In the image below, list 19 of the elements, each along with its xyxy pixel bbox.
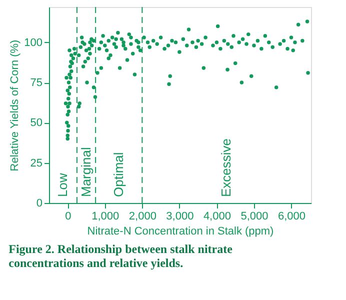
- annotation: Marginal: [78, 147, 94, 197]
- x-tick-label: 2,000: [128, 210, 156, 222]
- y-tick-label: 50: [30, 117, 42, 130]
- y-axis-title: Relative Yields of Corn (%): [9, 40, 22, 172]
- y-tick-label: 0: [36, 198, 42, 210]
- y-tick-label: 100: [24, 36, 42, 49]
- x-tick-label: 5,000: [240, 210, 268, 222]
- y-tick-label: 25: [30, 157, 42, 170]
- x-tick-label: 0: [65, 210, 72, 222]
- text: Figure 2. Relationship between stalk nitrate concentrations and relative yields.: [8, 242, 234, 270]
- x-tick-label: 1,000: [92, 210, 120, 222]
- y-tick-label: 75: [30, 77, 42, 90]
- x-tick-label: 3,000: [166, 210, 194, 222]
- x-axis-title: Nitrate-N Concentration in Stalk (ppm): [87, 226, 274, 238]
- annotation: Excessive: [218, 138, 234, 197]
- annotation: Optimal: [110, 152, 126, 197]
- x-tick-label: 4,000: [203, 210, 231, 222]
- x-tick-label: 6,000: [278, 210, 306, 222]
- annotation: Low: [54, 172, 70, 197]
